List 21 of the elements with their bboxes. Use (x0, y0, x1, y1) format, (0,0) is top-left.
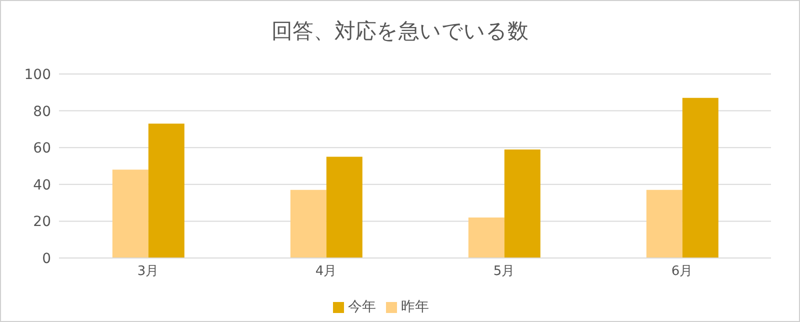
chart-title: 回答、対応を急いでいる数 (270, 18, 530, 45)
y-tick-label: 100 (24, 66, 51, 83)
legend-label: 今年 (348, 299, 376, 315)
x-tick-label: 6月 (671, 264, 693, 280)
bar (682, 98, 718, 258)
y-tick-label: 80 (33, 104, 51, 120)
y-tick-label: 40 (33, 177, 51, 194)
bar (504, 149, 540, 258)
legend-label: 昨年 (401, 299, 429, 315)
bar (326, 156, 362, 258)
x-tick-label: 4月 (315, 264, 337, 280)
bar (468, 218, 504, 258)
bar (148, 124, 184, 258)
bar (290, 190, 326, 258)
y-tick-label: 0 (42, 250, 51, 267)
x-tick-label: 3月 (137, 264, 159, 280)
y-tick-label: 60 (33, 140, 51, 157)
x-tick-label: 5月 (493, 264, 515, 280)
y-tick-label: 20 (33, 214, 51, 230)
bar (112, 170, 148, 258)
bar (646, 190, 682, 258)
